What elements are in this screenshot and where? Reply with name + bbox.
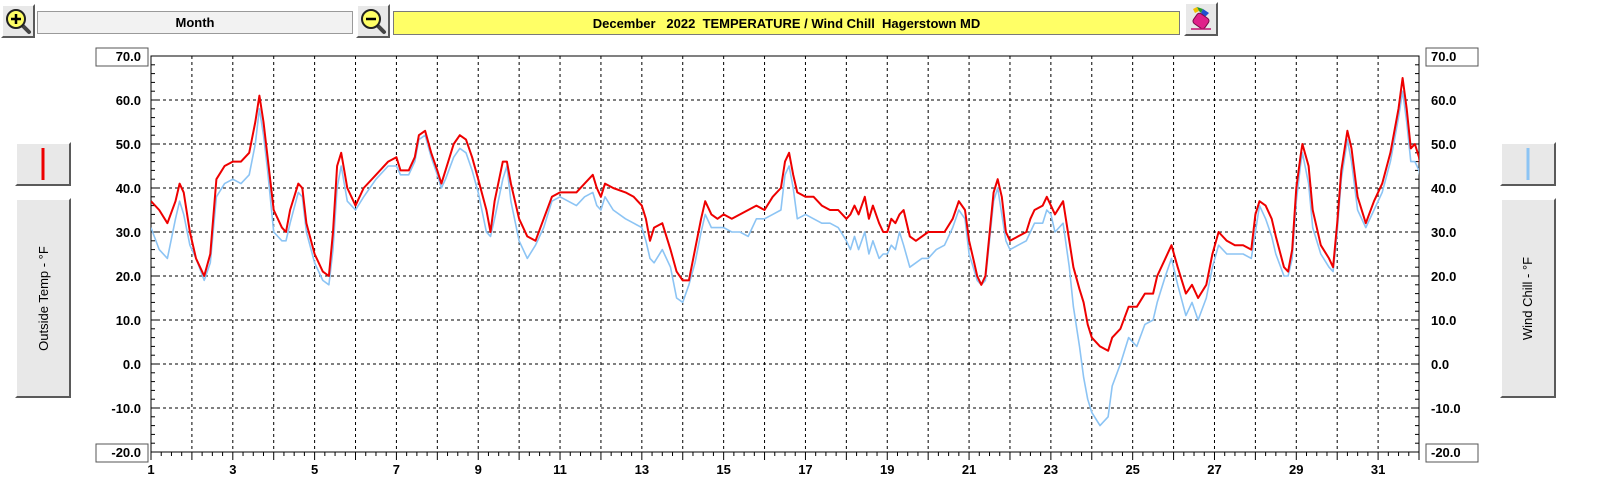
y-tick-label-left: 50.0 — [116, 137, 141, 152]
x-tick-label: 27 — [1207, 462, 1221, 477]
y-tick-label-right: 10.0 — [1431, 313, 1456, 328]
right-axis-label-button[interactable]: Wind Chill - °F — [1500, 198, 1556, 398]
y-tick-label-left: 10.0 — [116, 313, 141, 328]
y-label-box-right — [1425, 443, 1479, 463]
y-label-box-right — [1425, 47, 1479, 67]
x-tick-label: 15 — [716, 462, 730, 477]
print-button[interactable] — [1184, 2, 1218, 36]
y-tick-label-right: 70.0 — [1431, 49, 1456, 64]
x-tick-label: 7 — [393, 462, 400, 477]
y-tick-label-left: 40.0 — [116, 181, 141, 196]
y-tick-label-right: 40.0 — [1431, 181, 1456, 196]
x-tick-label: 23 — [1044, 462, 1058, 477]
right-series-swatch-button[interactable] — [1500, 142, 1556, 186]
x-tick-label: 5 — [311, 462, 318, 477]
plot-frame — [150, 55, 1420, 453]
y-tick-label-left: 0.0 — [123, 357, 141, 372]
x-tick-label: 9 — [475, 462, 482, 477]
y-tick-label-left: -20.0 — [111, 445, 141, 460]
y-tick-label-right: 50.0 — [1431, 137, 1456, 152]
zoom-in-button[interactable] — [1, 4, 35, 38]
y-label-box-left — [95, 47, 149, 67]
y-label-box-left — [95, 443, 149, 463]
y-tick-label-right: 0.0 — [1431, 357, 1449, 372]
zoom-in-magnifier-icon — [6, 9, 31, 34]
wind-chill-line — [151, 90, 1419, 427]
x-tick-label: 31 — [1371, 462, 1385, 477]
zoom-out-button[interactable] — [356, 4, 390, 38]
left-series-swatch-button[interactable] — [15, 142, 71, 186]
y-tick-label-left: 60.0 — [116, 93, 141, 108]
x-tick-label: 25 — [1125, 462, 1139, 477]
x-tick-label: 19 — [880, 462, 894, 477]
period-selector[interactable]: Month — [37, 11, 353, 34]
zoom-out-magnifier-icon — [361, 9, 386, 34]
y-tick-label-left: 70.0 — [116, 49, 141, 64]
left-axis-label-button[interactable]: Outside Temp - °F — [15, 198, 71, 398]
chart-title-bar: December 2022 TEMPERATURE / Wind Chill H… — [393, 11, 1180, 35]
y-tick-label-left: -10.0 — [111, 401, 141, 416]
y-tick-label-right: -10.0 — [1431, 401, 1461, 416]
x-tick-label: 21 — [962, 462, 976, 477]
blue-line-swatch-icon — [1526, 148, 1530, 180]
y-tick-label-right: 60.0 — [1431, 93, 1456, 108]
color-eraser-icon — [1191, 7, 1211, 30]
red-line-swatch-icon — [41, 148, 45, 180]
x-tick-label: 17 — [798, 462, 812, 477]
period-label: Month — [175, 15, 215, 30]
x-tick-label: 1 — [147, 462, 154, 477]
y-tick-label-right: -20.0 — [1431, 445, 1461, 460]
chart-title: December 2022 TEMPERATURE / Wind Chill H… — [592, 15, 981, 31]
y-tick-label-right: 20.0 — [1431, 269, 1456, 284]
x-tick-label: 13 — [635, 462, 649, 477]
y-tick-label-right: 30.0 — [1431, 225, 1456, 240]
outside-temp-line — [151, 77, 1419, 352]
x-tick-label: 11 — [553, 462, 567, 477]
y-tick-label-left: 20.0 — [116, 269, 141, 284]
x-tick-label: 29 — [1289, 462, 1303, 477]
x-tick-label: 3 — [229, 462, 236, 477]
y-tick-label-left: 30.0 — [116, 225, 141, 240]
